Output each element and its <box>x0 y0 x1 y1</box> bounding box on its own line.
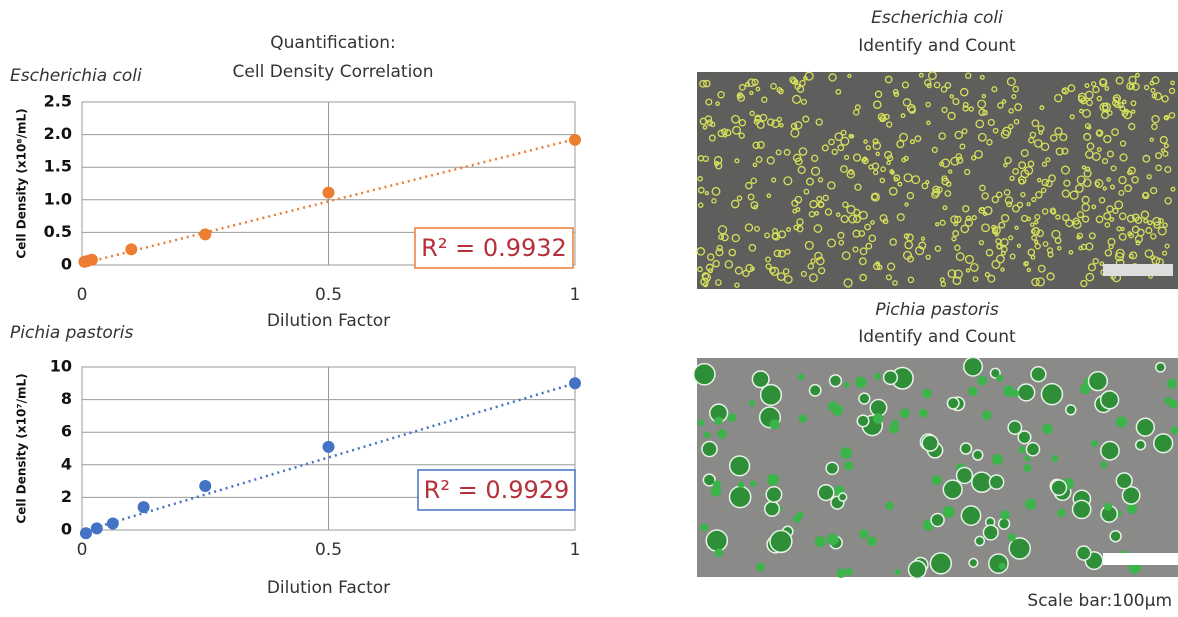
y-tick-label: 2.5 <box>44 92 72 111</box>
x-axis-label: Dilution Factor <box>267 578 390 598</box>
image-caption: Identify and Count <box>858 36 1016 56</box>
y-tick-label: 2.0 <box>44 124 72 143</box>
y-tick-label: 0 <box>61 520 72 539</box>
data-point <box>137 501 150 514</box>
image-caption: Identify and Count <box>858 327 1016 347</box>
x-tick-label: 1 <box>570 285 581 305</box>
title-line: Quantification: <box>270 33 396 53</box>
y-tick-label: 2 <box>61 487 72 506</box>
y-tick-label: 1.5 <box>44 157 72 176</box>
y-tick-label: 4 <box>61 454 72 473</box>
x-axis-label: Dilution Factor <box>267 311 390 331</box>
image-species: Escherichia coli <box>871 8 1003 28</box>
y-axis-label: Cell Density (x10⁷/mL) <box>15 373 29 523</box>
y-tick-label: 0 <box>61 255 72 274</box>
y-tick-label: 1.0 <box>44 189 72 208</box>
data-point <box>85 253 98 266</box>
data-point <box>322 186 335 199</box>
data-point <box>79 527 92 540</box>
y-axis-label: Cell Density (x10⁸/mL) <box>15 108 29 258</box>
data-point <box>569 133 581 146</box>
x-tick-label: 0 <box>77 285 88 305</box>
chart-subtitle: Escherichia coli <box>10 66 142 86</box>
data-point <box>199 228 212 241</box>
x-tick-label: 0 <box>77 540 88 560</box>
trendline <box>81 137 576 265</box>
data-point <box>90 522 103 535</box>
title-line: Cell Density Correlation <box>233 62 434 82</box>
annotation-box <box>414 227 574 269</box>
data-point <box>106 517 119 530</box>
annotation: R² = 0.9932 <box>421 234 567 262</box>
micrograph <box>696 71 1178 289</box>
x-tick-label: 0.5 <box>315 285 342 305</box>
data-point <box>322 440 335 453</box>
y-tick-label: 6 <box>61 422 72 441</box>
scale-note: Scale bar:100μm <box>1027 591 1172 611</box>
annotation: R² = 0.9929 <box>424 476 570 504</box>
annotation-box <box>417 469 576 511</box>
y-tick-label: 8 <box>61 389 72 408</box>
x-tick-label: 0.5 <box>315 540 342 560</box>
y-tick-label: 0.5 <box>44 222 72 241</box>
trendline <box>81 382 576 533</box>
x-tick-label: 1 <box>570 540 581 560</box>
data-point <box>569 377 581 390</box>
micrograph <box>692 356 1178 579</box>
chart-subtitle: Pichia pastoris <box>10 323 133 343</box>
data-point <box>125 243 138 256</box>
image-species: Pichia pastoris <box>875 300 998 320</box>
y-tick-label: 10 <box>50 357 72 376</box>
data-point <box>199 479 212 492</box>
